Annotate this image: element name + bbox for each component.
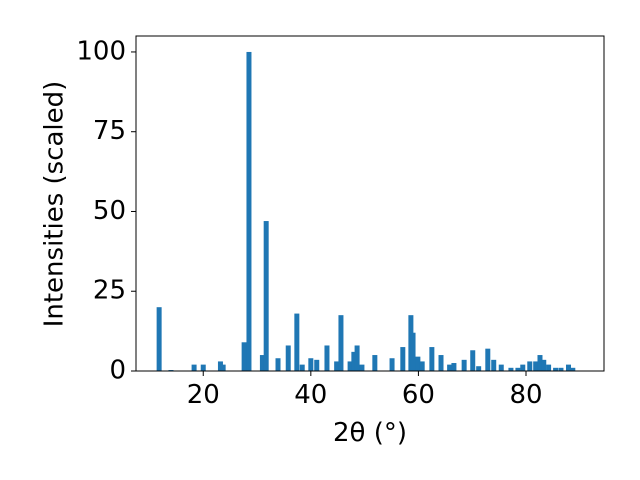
bar <box>491 359 497 371</box>
bar <box>217 361 223 371</box>
bar <box>351 351 357 371</box>
bar <box>451 363 457 371</box>
y-tick-label: 0 <box>109 356 126 386</box>
y-axis-label: Intensities (scaled) <box>40 81 70 328</box>
x-tick-label: 20 <box>187 380 220 410</box>
y-tick-label: 50 <box>93 196 126 226</box>
bar <box>570 367 576 371</box>
bar <box>246 51 252 371</box>
bar <box>419 361 425 371</box>
y-tick-label: 75 <box>93 116 126 146</box>
bar <box>334 361 340 371</box>
bar <box>470 350 476 371</box>
bar <box>527 361 533 371</box>
bar <box>520 364 526 371</box>
bar <box>347 361 353 371</box>
y-tick-label: 25 <box>93 276 126 306</box>
bar <box>156 307 162 371</box>
bar <box>314 359 320 371</box>
bar <box>485 348 491 371</box>
bar <box>285 345 291 371</box>
bar <box>415 356 421 371</box>
bar <box>476 366 482 371</box>
bar <box>372 355 378 371</box>
bar <box>565 364 571 371</box>
bar <box>498 364 504 371</box>
bar <box>533 361 539 371</box>
bar <box>447 364 453 371</box>
x-tick-label: 40 <box>294 380 327 410</box>
bar <box>241 342 247 371</box>
bar <box>541 359 547 371</box>
bar <box>389 358 395 371</box>
bar <box>359 364 365 371</box>
bar <box>191 364 197 371</box>
bar <box>410 332 416 371</box>
bar <box>220 364 226 371</box>
bar <box>354 345 360 371</box>
bar <box>558 367 564 371</box>
bar <box>275 358 281 371</box>
plot-frame <box>135 35 605 372</box>
bar <box>400 347 406 371</box>
bar <box>461 359 467 371</box>
bar <box>299 364 305 371</box>
bar <box>338 315 344 371</box>
bar <box>537 355 543 371</box>
bar <box>438 355 444 371</box>
bar <box>429 347 435 371</box>
bar <box>508 367 514 371</box>
bar <box>553 367 559 371</box>
x-axis-label: 2θ (°) <box>333 418 407 448</box>
bar <box>259 355 265 371</box>
bar <box>324 345 330 371</box>
y-tick-label: 100 <box>76 36 126 66</box>
bar <box>200 364 206 371</box>
x-tick-label: 80 <box>509 380 542 410</box>
bar <box>263 221 269 371</box>
bar <box>515 367 521 371</box>
bar <box>294 313 300 371</box>
x-tick-label: 60 <box>402 380 435 410</box>
bar <box>308 358 314 371</box>
bar <box>546 364 552 371</box>
